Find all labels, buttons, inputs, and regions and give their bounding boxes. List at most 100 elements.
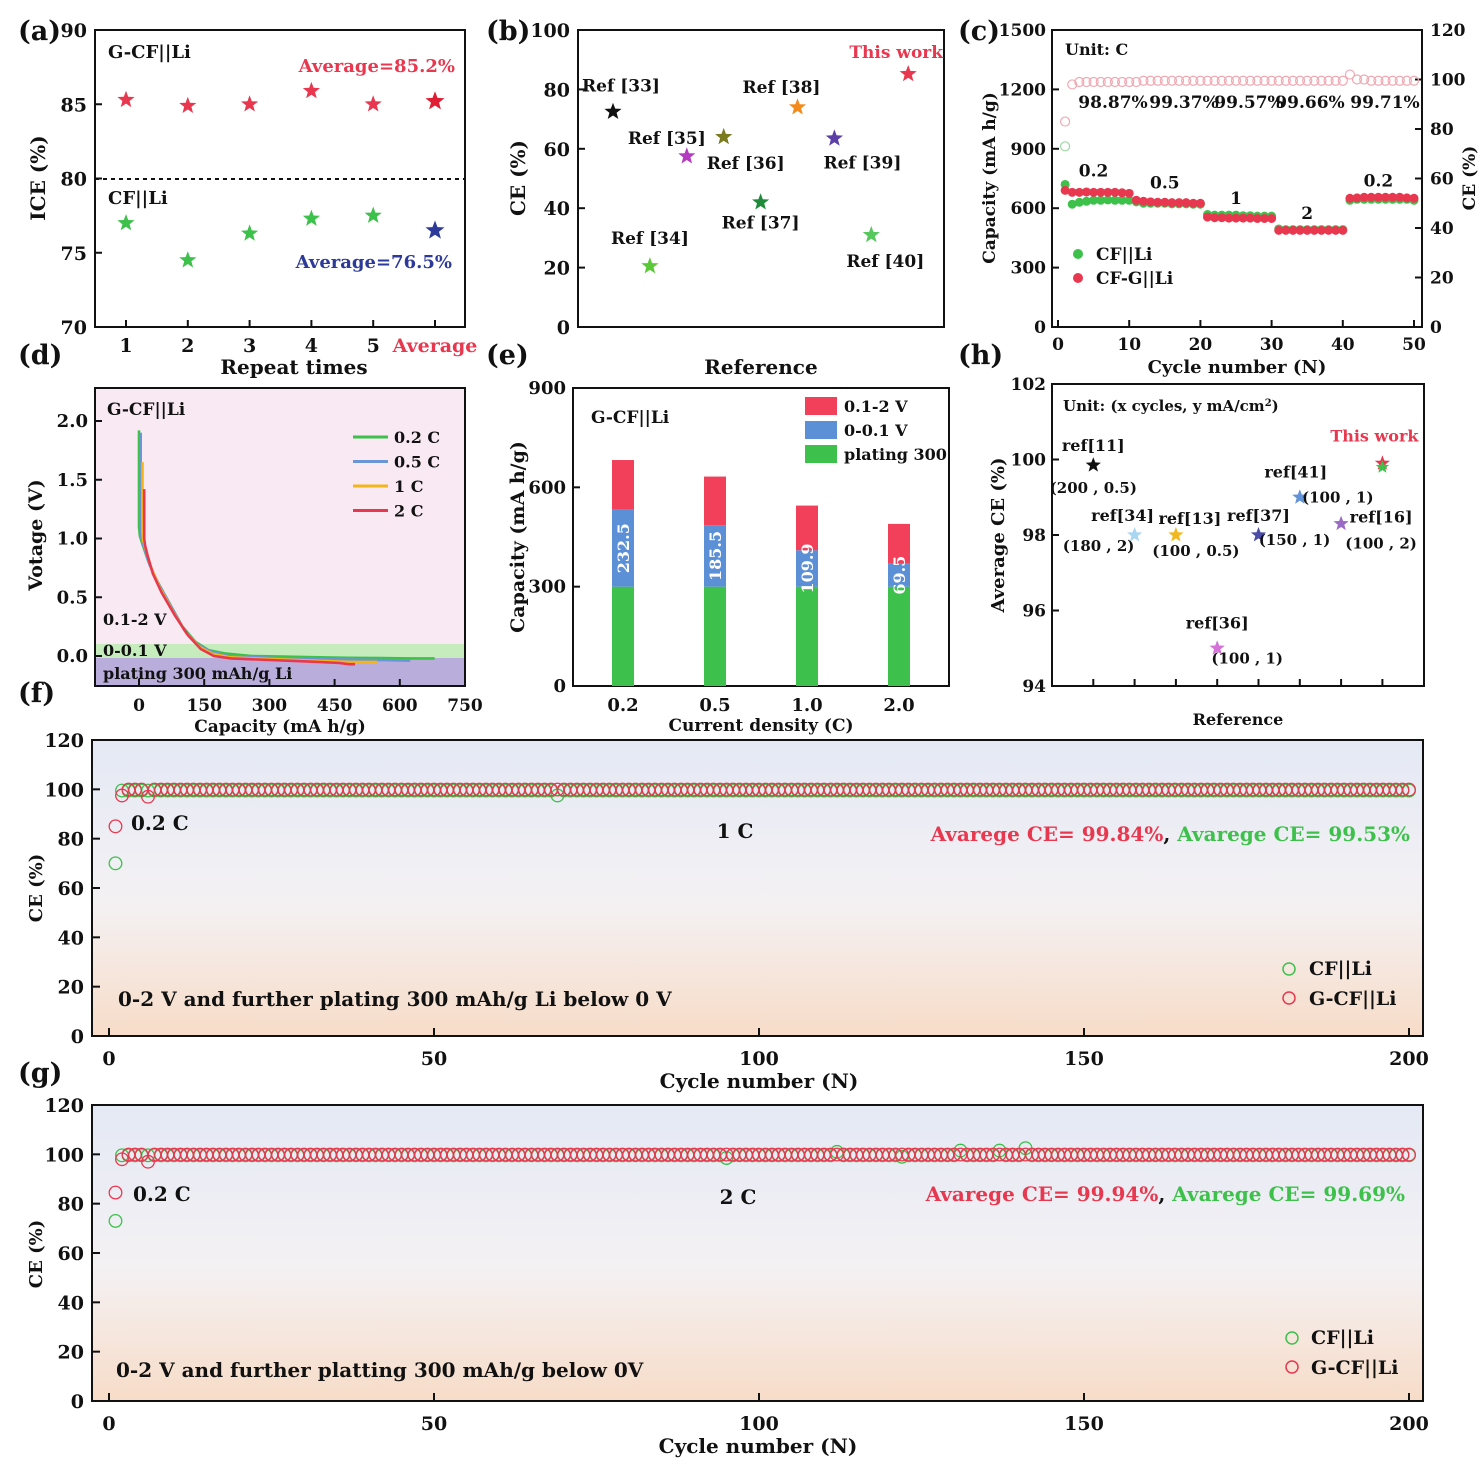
ce-point bbox=[1138, 75, 1149, 86]
ce-point bbox=[1309, 75, 1320, 86]
bar-segment bbox=[888, 563, 910, 587]
y-tick-label: 20 bbox=[58, 977, 84, 999]
ce-point bbox=[1323, 75, 1334, 86]
ce-point bbox=[1124, 76, 1135, 88]
legend-label: 2 C bbox=[394, 502, 423, 521]
point-cf-star bbox=[241, 224, 259, 241]
legend-label-gcf-g: G-CF||Li bbox=[1311, 1357, 1398, 1379]
ce-point-gcf bbox=[108, 819, 123, 834]
y2-tick-label: 20 bbox=[1430, 269, 1454, 289]
y-tick-label: 40 bbox=[58, 927, 84, 949]
y-tick-label: 60 bbox=[58, 878, 84, 900]
ce-point bbox=[1067, 79, 1078, 90]
ce-point bbox=[1273, 75, 1284, 86]
bar-segment bbox=[704, 586, 726, 686]
data-lines-d bbox=[137, 430, 435, 666]
reference-star bbox=[1168, 527, 1184, 542]
capacity-point-cf bbox=[1081, 196, 1091, 206]
panel-e: (e) 0 300 600 900 0.2 0.5 1.0 2.0 232.5 185.5 109… bbox=[486, 340, 950, 736]
reference-condition: (100 , 0.5) bbox=[1152, 542, 1239, 560]
reference-label: Ref [33] bbox=[582, 77, 660, 97]
x-tick-label: 1.0 bbox=[791, 695, 822, 716]
panel-label-f: (f) bbox=[18, 678, 55, 709]
ce-point bbox=[1238, 75, 1249, 86]
capacity-point-cfg bbox=[1081, 187, 1091, 197]
chart-title-d: G-CF||Li bbox=[107, 400, 186, 420]
capacity-point-cf bbox=[1124, 195, 1134, 205]
y-tick-label: 1200 bbox=[999, 80, 1046, 100]
data-points-h: ref[11] (200 , 0.5) ref[34] (180 , 2) ref[13… bbox=[1050, 426, 1420, 667]
y2-tick-label: 80 bbox=[1430, 120, 1454, 140]
ce-point bbox=[1109, 76, 1121, 88]
y-tick-label: 2.0 bbox=[57, 411, 88, 432]
ce-labels-c: 98.87% 99.37%99.57%99.66% 99.71% bbox=[1078, 93, 1419, 113]
region-0.1-2v bbox=[95, 388, 465, 644]
y-tick-label: 40 bbox=[58, 1292, 84, 1314]
ce-point bbox=[1223, 75, 1234, 86]
ce-point bbox=[1359, 74, 1370, 85]
axis-ticks-b: 0 20 40 60 80 100 bbox=[530, 20, 585, 339]
bars-e: 232.5 185.5 109.9 69.5 bbox=[612, 460, 910, 686]
capacity-point-cf bbox=[1117, 195, 1127, 205]
ce-point bbox=[1074, 76, 1085, 88]
panel-d: (d) 0.0 0.5 1.0 1.5 2.0 0 150 300 450 600 750 G-CF… bbox=[18, 340, 483, 737]
x-tick-label: 300 bbox=[252, 696, 288, 716]
y-tick-label: 300 bbox=[1011, 259, 1047, 279]
unit-label-h: Unit: (x cycles, y mA/cm2) bbox=[1063, 397, 1279, 415]
axis-ticks-d: 0.0 0.5 1.0 1.5 2.0 0 150 300 450 600 750 bbox=[57, 411, 483, 716]
x-tick-label: 750 bbox=[447, 696, 483, 716]
ce-point bbox=[1116, 76, 1128, 88]
y-axis-label-h: Average CE (%) bbox=[988, 457, 1009, 613]
point-gcf-star bbox=[179, 96, 197, 113]
reference-star bbox=[899, 65, 917, 82]
legend-label-0-0.1v-e: 0-0.1 V bbox=[844, 421, 908, 440]
ce-point bbox=[1230, 75, 1242, 86]
capacity-point-cfg bbox=[1117, 188, 1127, 198]
y-tick-label: 98 bbox=[1022, 526, 1046, 546]
y-tick-label: 900 bbox=[1011, 140, 1047, 160]
y-axis-label-b: CE (%) bbox=[506, 140, 530, 216]
region-label-0.1-2v: 0.1-2 V bbox=[103, 610, 167, 629]
reference-star bbox=[1333, 515, 1349, 531]
point-cf-star bbox=[302, 209, 320, 226]
legend-c: CF||Li CF-G||Li bbox=[1073, 245, 1174, 289]
y-tick-label: 100 bbox=[530, 20, 570, 42]
average-gcf-star bbox=[425, 91, 445, 110]
x-tick-label: 3 bbox=[243, 335, 256, 357]
average-ce-f: Avarege CE= 99.84%, Avarege CE= 99.53% bbox=[930, 822, 1410, 846]
bar-value-label: 185.5 bbox=[706, 531, 725, 581]
y-axis-label-g: CE (%) bbox=[26, 1220, 47, 1288]
region-0-0.1v bbox=[95, 644, 465, 658]
x-tick-label: 150 bbox=[1064, 1413, 1104, 1435]
x-tick-label: 100 bbox=[739, 1048, 779, 1070]
y-tick-label: 0 bbox=[1034, 318, 1046, 338]
legend-label: 1 C bbox=[394, 477, 423, 496]
x-axis-label-g: Cycle number (N) bbox=[659, 1434, 858, 1458]
legend-e: 0.1-2 V 0-0.1 V plating 300 bbox=[805, 397, 947, 464]
y-tick-label: 120 bbox=[44, 730, 84, 752]
bar-value-label: 232.5 bbox=[614, 523, 633, 573]
average-label-gcf-a: Average=85.2% bbox=[298, 56, 455, 77]
reference-condition: (100 , 1) bbox=[1211, 649, 1283, 667]
ce-point-gcf bbox=[108, 1185, 123, 1200]
capacity-point-cfg bbox=[1188, 198, 1198, 208]
capacity-point-cfg bbox=[1060, 185, 1070, 195]
reference-star bbox=[715, 127, 733, 145]
y-tick-label: 60 bbox=[58, 1243, 84, 1265]
capacity-point-cfg bbox=[1089, 187, 1099, 197]
point-cf-star bbox=[117, 214, 135, 231]
ce-value-label: 99.57% bbox=[1214, 93, 1283, 113]
x-tick-label: 20 bbox=[1189, 335, 1213, 355]
x-tick-label: 2 bbox=[181, 335, 194, 357]
capacity-point-cfg bbox=[1195, 198, 1205, 208]
ce-point bbox=[1159, 75, 1170, 86]
legend-label-plating-e: plating 300 bbox=[844, 445, 947, 464]
x-tick-label: 0 bbox=[1052, 335, 1064, 355]
legend-swatch-plating-e bbox=[805, 445, 837, 463]
ce-point-gcf bbox=[1402, 1147, 1416, 1162]
panel-label-d: (d) bbox=[18, 340, 62, 371]
ce-point bbox=[1102, 76, 1113, 88]
x-tick-label: 0 bbox=[102, 1048, 115, 1070]
legend-g: CF||Li G-CF||Li bbox=[1285, 1327, 1398, 1379]
